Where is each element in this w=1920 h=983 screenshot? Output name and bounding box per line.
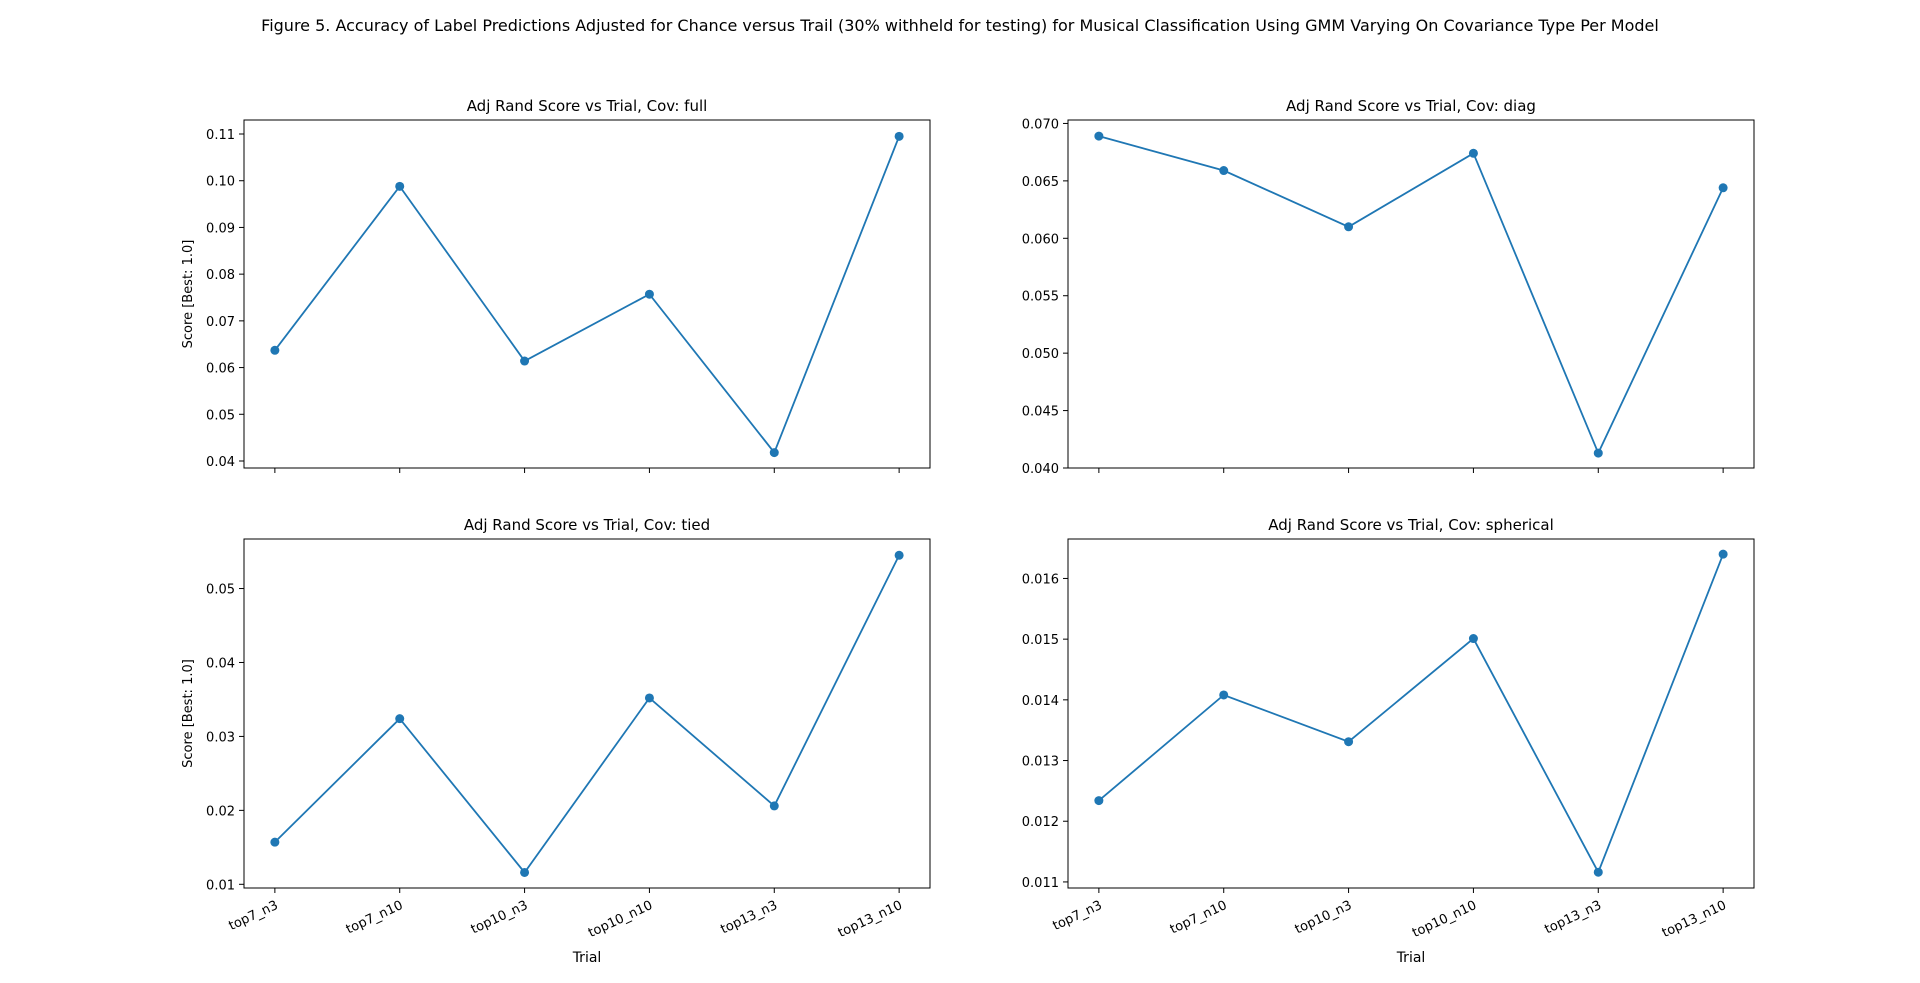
- data-point-top13_n10: [1718, 183, 1728, 193]
- y-tick-label: 0.04: [206, 656, 235, 671]
- y-tick-label: 0.05: [206, 583, 235, 598]
- y-tick-label: 0.11: [206, 128, 235, 143]
- y-tick-label: 0.040: [1022, 462, 1059, 477]
- y-tick-label: 0.01: [206, 878, 235, 893]
- y-tick-label: 0.016: [1022, 572, 1059, 587]
- data-point-top7_n3: [1094, 796, 1104, 806]
- data-point-top7_n3: [1094, 131, 1104, 141]
- series-line: [1098, 135, 1724, 456]
- y-tick-label: 0.015: [1022, 633, 1059, 648]
- data-point-top13_n3: [769, 448, 779, 458]
- data-point-top13_n3: [1593, 448, 1603, 458]
- data-point-top10_n10: [644, 289, 654, 299]
- subplot-title: Adj Rand Score vs Trial, Cov: spherical: [1268, 516, 1554, 534]
- data-point-top7_n3: [270, 345, 280, 355]
- y-tick-label: 0.070: [1022, 117, 1059, 132]
- y-tick-label: 0.045: [1022, 405, 1059, 420]
- series-line: [274, 554, 900, 874]
- y-axis-label: Score [Best: 1.0]: [181, 240, 196, 349]
- data-point-top7_n10: [1219, 166, 1229, 176]
- plot-frame: [243, 538, 931, 889]
- data-point-top13_n10: [894, 131, 904, 141]
- plot-frame: [1067, 538, 1755, 889]
- subplot-title: Adj Rand Score vs Trial, Cov: diag: [1286, 97, 1536, 115]
- y-tick-label: 0.10: [206, 175, 235, 190]
- data-point-top13_n10: [894, 550, 904, 560]
- y-tick-label: 0.050: [1022, 347, 1059, 362]
- data-point-top13_n10: [1718, 549, 1728, 559]
- y-tick-label: 0.06: [206, 362, 235, 377]
- data-point-top10_n10: [1468, 148, 1478, 158]
- y-tick-label: 0.065: [1022, 175, 1059, 190]
- data-point-top7_n10: [395, 714, 405, 724]
- x-axis-label: Trial: [572, 950, 602, 966]
- y-tick-label: 0.02: [206, 804, 235, 819]
- y-tick-label: 0.011: [1022, 876, 1059, 891]
- subplot-title: Adj Rand Score vs Trial, Cov: tied: [464, 516, 710, 534]
- y-tick-label: 0.08: [206, 268, 235, 283]
- figure-title: Figure 5. Accuracy of Label Predictions …: [261, 16, 1659, 35]
- data-point-top13_n3: [769, 801, 779, 811]
- series-line: [274, 136, 900, 455]
- subplot-2: Adj Rand Score vs Trial, Cov: diag 0.040 0…: [1022, 97, 1755, 477]
- plot-frame: [1067, 119, 1755, 469]
- y-tick-label: 0.012: [1022, 815, 1059, 830]
- subplot-title: Adj Rand Score vs Trial, Cov: full: [467, 97, 708, 115]
- y-axis-label: Score [Best: 1.0]: [181, 659, 196, 768]
- data-point-top10_n10: [1468, 634, 1478, 644]
- y-tick-label: 0.05: [206, 408, 235, 423]
- data-point-top10_n3: [1344, 222, 1354, 232]
- y-tick-label: 0.09: [206, 221, 235, 236]
- x-axis-label: Trial: [1396, 950, 1426, 966]
- y-tick-label: 0.013: [1022, 755, 1059, 770]
- data-point-top10_n3: [520, 867, 530, 877]
- data-point-top7_n10: [1219, 690, 1229, 700]
- y-tick-label: 0.055: [1022, 290, 1059, 305]
- plot-frame: [243, 119, 931, 469]
- data-point-top7_n3: [270, 837, 280, 847]
- y-tick-label: 0.060: [1022, 232, 1059, 247]
- subplot-1: Adj Rand Score vs Trial, Cov: full 0.04 0.…: [181, 97, 931, 473]
- data-point-top13_n3: [1593, 867, 1603, 877]
- data-point-top10_n10: [644, 693, 654, 703]
- y-tick-label: 0.03: [206, 730, 235, 745]
- data-point-top7_n10: [395, 181, 405, 191]
- y-tick-label: 0.07: [206, 315, 235, 330]
- data-point-top10_n3: [1344, 737, 1354, 747]
- data-point-top10_n3: [520, 356, 530, 366]
- y-tick-label: 0.04: [206, 455, 235, 470]
- series-line: [1098, 553, 1724, 875]
- y-tick-label: 0.014: [1022, 694, 1059, 709]
